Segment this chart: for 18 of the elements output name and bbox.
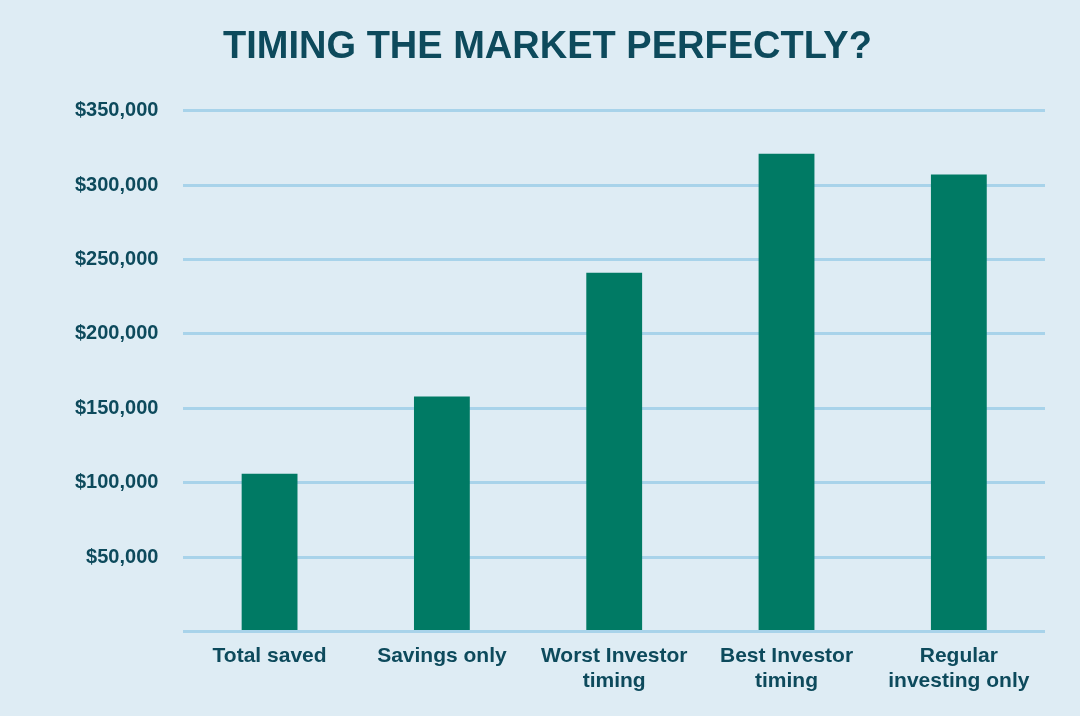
- y-tick-label: $350,000: [75, 98, 159, 121]
- y-tick-label: $250,000: [75, 246, 159, 269]
- y-tick-label: $300,000: [75, 172, 159, 195]
- bar: [758, 153, 815, 631]
- bar: [586, 272, 643, 631]
- x-tick-label: Regular investing only: [888, 643, 1030, 692]
- x-tick-label: Total saved: [212, 643, 327, 666]
- bar: [930, 174, 987, 631]
- x-tick-label: Best Investor timing: [720, 643, 854, 692]
- y-tick-label: $100,000: [75, 470, 159, 493]
- x-tick-label: Savings only: [377, 643, 507, 666]
- bar: [413, 396, 470, 631]
- y-tick-label: $200,000: [75, 321, 159, 344]
- chart-title: TIMING THE MARKET PERFECTLY?: [223, 24, 872, 67]
- y-tick-label: $150,000: [75, 395, 159, 418]
- bar: [241, 473, 298, 631]
- y-tick-label: $50,000: [86, 544, 159, 567]
- x-tick-label: Worst Investor timing: [540, 643, 688, 692]
